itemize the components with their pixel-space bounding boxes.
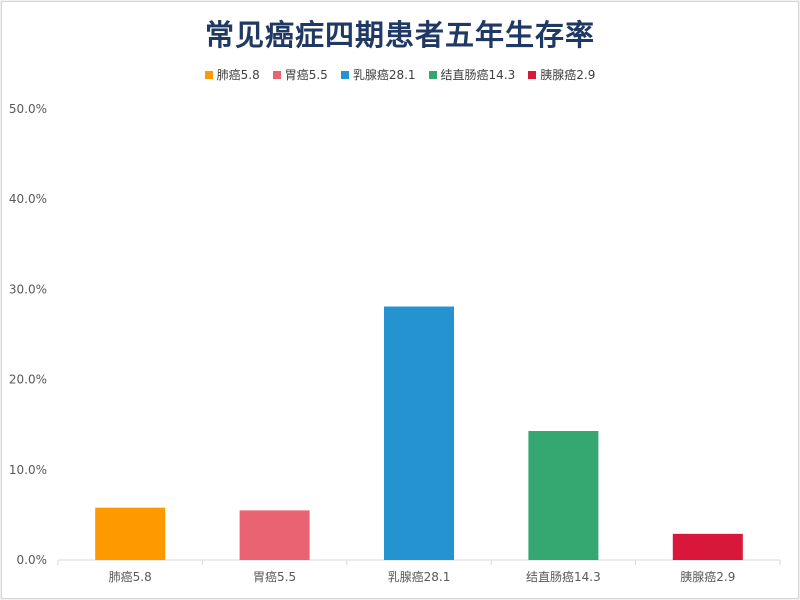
legend-swatch (340, 70, 349, 79)
y-tick-label: 40.0% (9, 192, 47, 206)
legend-label: 胃癌5.5 (284, 68, 328, 82)
legend-item: 胰腺癌2.9 (528, 66, 595, 83)
bar (95, 507, 166, 560)
bar (239, 510, 310, 560)
y-tick-label: 50.0% (9, 102, 47, 116)
legend-label: 肺癌5.8 (216, 68, 260, 82)
bar (672, 533, 743, 560)
legend-swatch (528, 70, 537, 79)
legend-swatch (428, 70, 437, 79)
y-tick-label: 10.0% (9, 463, 47, 477)
x-tick-label: 肺癌5.8 (109, 569, 152, 584)
x-tick-label: 胰腺癌2.9 (680, 569, 735, 584)
legend-swatch (204, 70, 213, 79)
legend-label: 胰腺癌2.9 (540, 68, 596, 82)
y-tick-label: 0.0% (17, 553, 48, 567)
legend-item: 胃癌5.5 (272, 66, 328, 83)
x-tick-label: 胃癌5.5 (253, 569, 296, 584)
legend-item: 乳腺癌28.1 (340, 66, 416, 83)
legend-item: 肺癌5.8 (204, 66, 260, 83)
legend-item: 结直肠癌14.3 (428, 66, 516, 83)
chart-legend: 肺癌5.8 胃癌5.5 乳腺癌28.1 结直肠癌14.3 胰腺癌2.9 (0, 66, 800, 83)
x-tick-label: 乳腺癌28.1 (388, 569, 451, 584)
bar (384, 306, 454, 560)
legend-label: 乳腺癌28.1 (352, 68, 416, 82)
bar (528, 431, 599, 560)
y-tick-label: 20.0% (9, 373, 47, 387)
x-tick-label: 结直肠癌14.3 (526, 569, 601, 584)
chart-title: 常见癌症四期患者五年生存率 (204, 18, 595, 52)
legend-swatch (272, 70, 281, 79)
y-tick-label: 30.0% (9, 282, 47, 296)
legend-label: 结直肠癌14.3 (440, 68, 516, 82)
